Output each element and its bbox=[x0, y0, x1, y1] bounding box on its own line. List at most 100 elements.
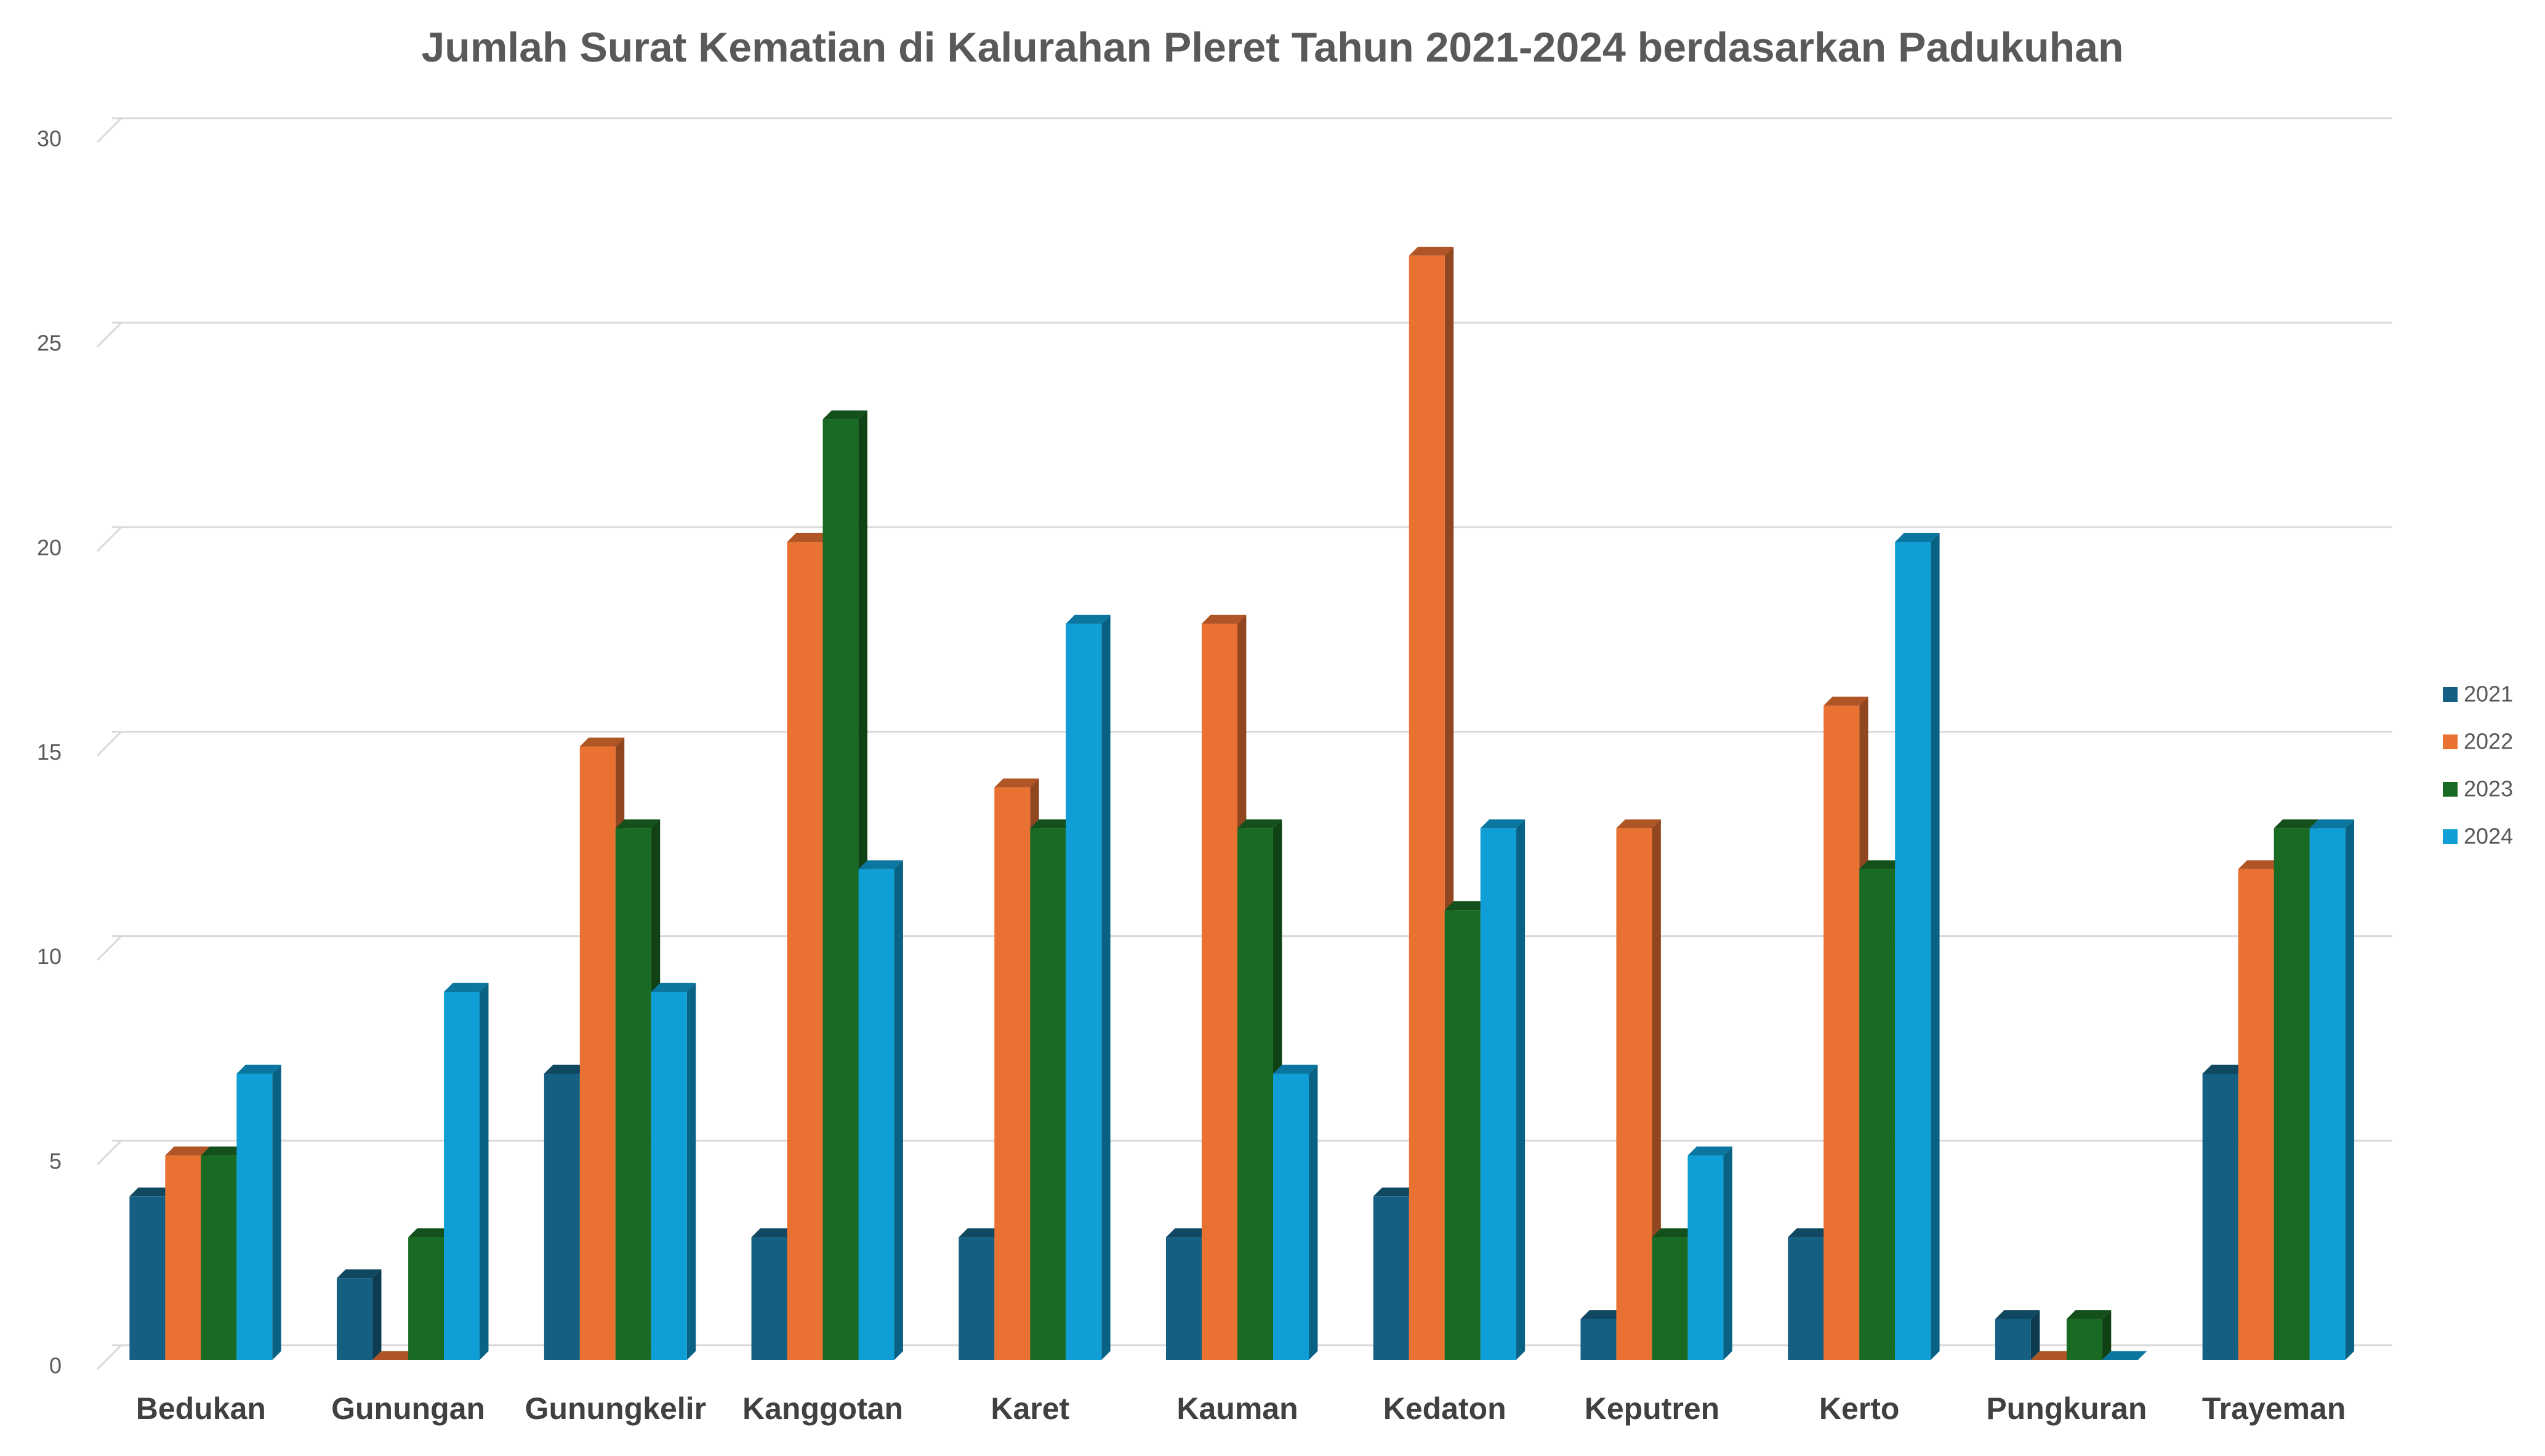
bar-top bbox=[1066, 614, 1111, 624]
bar bbox=[1237, 828, 1273, 1360]
grid-line-depth bbox=[96, 526, 123, 552]
bar bbox=[1444, 910, 1481, 1360]
x-tick-label: Kauman bbox=[1176, 1391, 1298, 1426]
bar bbox=[2066, 1319, 2102, 1360]
bar-top bbox=[1859, 860, 1904, 869]
bar bbox=[1409, 255, 1445, 1360]
y-tick-label: 15 bbox=[37, 739, 62, 765]
bar bbox=[1030, 828, 1066, 1360]
bar-top bbox=[201, 1146, 246, 1156]
grid-line-depth bbox=[96, 322, 123, 348]
chart-title: Jumlah Surat Kematian di Kalurahan Plere… bbox=[421, 24, 2123, 71]
bar-top bbox=[2030, 1351, 2076, 1360]
legend-label: 2022 bbox=[2464, 729, 2513, 754]
bar-top bbox=[372, 1351, 417, 1360]
bar bbox=[1373, 1196, 1409, 1360]
y-tick-label: 25 bbox=[37, 331, 62, 356]
y-tick-label: 10 bbox=[37, 944, 62, 969]
bar bbox=[959, 1237, 995, 1360]
bar bbox=[579, 746, 616, 1360]
bar bbox=[1895, 542, 1931, 1361]
bar-top bbox=[129, 1187, 174, 1197]
bar-top bbox=[2309, 819, 2355, 829]
bar-top bbox=[858, 860, 903, 869]
bar-top bbox=[1580, 1310, 1625, 1319]
bar-top bbox=[544, 1064, 589, 1074]
bar bbox=[787, 542, 823, 1361]
grid-line-depth bbox=[96, 935, 123, 961]
bar-top bbox=[1373, 1187, 1418, 1197]
bar-top bbox=[444, 983, 489, 992]
bar bbox=[858, 869, 895, 1360]
bar-side bbox=[2030, 1310, 2040, 1360]
bar bbox=[444, 992, 480, 1360]
x-tick-label: Gunungan bbox=[331, 1391, 485, 1426]
bar bbox=[408, 1237, 444, 1360]
bar-top bbox=[236, 1064, 281, 1074]
bar-side bbox=[1931, 533, 1940, 1360]
bar-top bbox=[1237, 819, 1282, 829]
bar bbox=[1788, 1237, 1824, 1360]
legend-swatch bbox=[2443, 829, 2458, 844]
bar-side bbox=[1101, 614, 1111, 1360]
bar bbox=[751, 1237, 787, 1360]
bar-top bbox=[1480, 819, 1526, 829]
bar-side bbox=[2102, 1310, 2112, 1360]
bar bbox=[994, 787, 1031, 1360]
y-tick-label: 5 bbox=[49, 1148, 62, 1173]
legend-swatch bbox=[2443, 687, 2458, 702]
bar bbox=[2274, 828, 2310, 1360]
bar bbox=[1995, 1319, 2031, 1360]
bar-top bbox=[651, 983, 696, 992]
grid-line-depth bbox=[96, 731, 123, 757]
y-tick-label: 20 bbox=[37, 535, 62, 560]
bar bbox=[1273, 1073, 1309, 1360]
bar-top bbox=[994, 778, 1039, 787]
x-tick-label: Kedaton bbox=[1383, 1391, 1506, 1426]
bar bbox=[165, 1155, 201, 1360]
bar bbox=[1066, 624, 1102, 1361]
bar bbox=[1202, 624, 1237, 1361]
bar bbox=[544, 1073, 580, 1360]
bar-top bbox=[1788, 1228, 1833, 1237]
legend-swatch bbox=[2443, 734, 2458, 749]
bar-top bbox=[959, 1228, 1003, 1237]
bar bbox=[2309, 828, 2346, 1360]
bar-top bbox=[822, 410, 867, 420]
bar bbox=[1166, 1237, 1202, 1360]
bar bbox=[1480, 828, 1516, 1360]
bar-top bbox=[408, 1228, 453, 1237]
bar bbox=[129, 1196, 166, 1360]
bar-top bbox=[1687, 1146, 1732, 1156]
x-tick-label: Bedukan bbox=[136, 1391, 266, 1426]
bar-side bbox=[894, 860, 903, 1360]
bar bbox=[822, 419, 859, 1360]
bar-top bbox=[337, 1269, 382, 1279]
y-tick-label: 30 bbox=[37, 126, 62, 151]
bar-top bbox=[1409, 246, 1454, 256]
legend-label: 2023 bbox=[2464, 776, 2513, 802]
bar-top bbox=[1030, 819, 1075, 829]
bar bbox=[1823, 706, 1860, 1360]
bar-top bbox=[1273, 1064, 1318, 1074]
bar bbox=[1652, 1237, 1688, 1360]
bar bbox=[2202, 1073, 2238, 1360]
x-tick-label: Karet bbox=[991, 1391, 1069, 1426]
bar-top bbox=[1995, 1310, 2040, 1319]
grid-line-depth bbox=[96, 1140, 123, 1165]
bar-top bbox=[2274, 819, 2319, 829]
grid-line-depth bbox=[96, 117, 123, 143]
bar bbox=[2238, 869, 2274, 1360]
legend-label: 2021 bbox=[2464, 682, 2513, 707]
bar bbox=[201, 1155, 237, 1360]
grid-line-depth bbox=[96, 1344, 123, 1370]
bar-side bbox=[686, 983, 696, 1360]
bar-side bbox=[1652, 819, 1661, 1360]
bar-top bbox=[751, 1228, 796, 1237]
bar bbox=[337, 1278, 373, 1360]
bar-top bbox=[579, 738, 625, 747]
bar bbox=[651, 992, 687, 1360]
bar-top bbox=[1166, 1228, 1211, 1237]
bar-side bbox=[372, 1269, 382, 1360]
